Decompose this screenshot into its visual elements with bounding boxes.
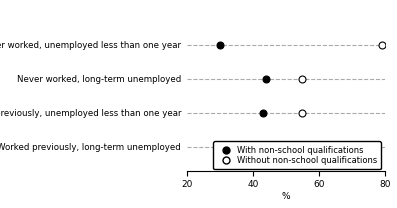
X-axis label: %: % — [281, 192, 290, 201]
Legend: With non-school qualifications, Without non-school qualifications: With non-school qualifications, Without … — [213, 141, 381, 169]
